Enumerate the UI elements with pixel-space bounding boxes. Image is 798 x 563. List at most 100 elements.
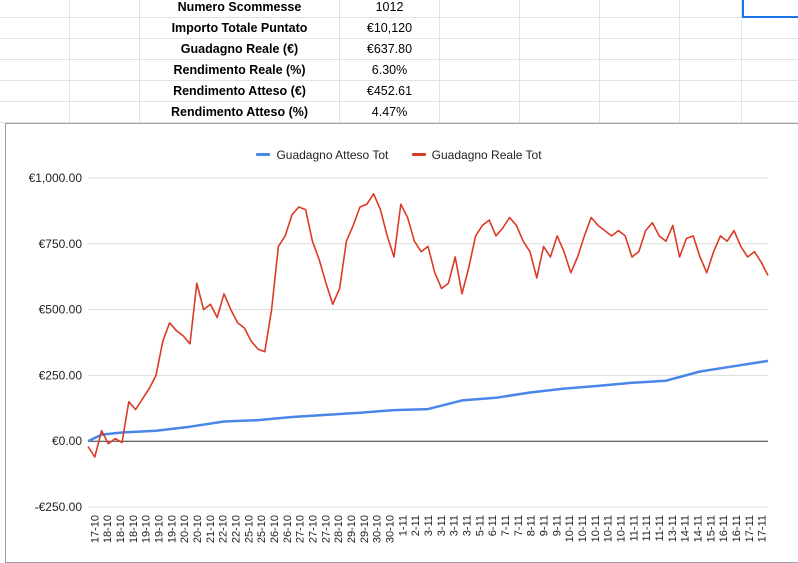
grid-cell[interactable] bbox=[520, 0, 600, 18]
selected-cell-highlight[interactable] bbox=[742, 0, 798, 18]
x-tick-label: 15-11 bbox=[705, 515, 717, 542]
grid-cell[interactable] bbox=[600, 39, 680, 60]
x-tick-label: 8-11 bbox=[526, 515, 538, 536]
x-tick-label: 3-11 bbox=[449, 515, 461, 536]
x-tick-label: 14-11 bbox=[692, 515, 704, 542]
chart-legend: Guadagno Atteso Tot Guadagno Reale Tot bbox=[0, 145, 798, 162]
grid-cell[interactable] bbox=[680, 0, 742, 18]
x-tick-label: 9-11 bbox=[538, 515, 550, 536]
x-tick-label: 19-10 bbox=[154, 515, 166, 543]
x-tick-label: 22-10 bbox=[218, 515, 230, 543]
y-tick-label: €750.00 bbox=[39, 237, 83, 251]
line-chart[interactable] bbox=[5, 123, 798, 563]
x-tick-label: 25-10 bbox=[256, 515, 268, 543]
grid-cell[interactable] bbox=[440, 18, 520, 39]
sheet-row: Rendimento Atteso (%) 4.47% bbox=[0, 102, 798, 123]
grid-cell[interactable] bbox=[520, 39, 600, 60]
legend-swatch-reale bbox=[411, 153, 426, 156]
x-tick-label: 7-11 bbox=[500, 515, 512, 536]
grid-cell[interactable] bbox=[0, 18, 70, 39]
summary-value-cell[interactable]: 4.47% bbox=[340, 102, 440, 123]
grid-cell[interactable] bbox=[520, 81, 600, 102]
grid-cell[interactable] bbox=[680, 81, 742, 102]
grid-cell[interactable] bbox=[70, 60, 140, 81]
x-tick-label: 11-11 bbox=[641, 515, 653, 542]
sheet-row: Guadagno Reale (€) €637.80 bbox=[0, 39, 798, 60]
grid-cell[interactable] bbox=[600, 60, 680, 81]
grid-cell[interactable] bbox=[600, 0, 680, 18]
legend-item-reale[interactable]: Guadagno Reale Tot bbox=[411, 148, 542, 162]
x-tick-label: 27-10 bbox=[320, 515, 332, 543]
grid-cell[interactable] bbox=[680, 60, 742, 81]
grid-cell[interactable] bbox=[440, 60, 520, 81]
x-tick-label: 18-10 bbox=[102, 515, 114, 543]
summary-label-cell[interactable]: Rendimento Reale (%) bbox=[140, 60, 340, 81]
x-tick-label: 5-11 bbox=[474, 515, 486, 536]
grid-cell[interactable] bbox=[0, 0, 70, 18]
grid-cell[interactable] bbox=[70, 0, 140, 18]
summary-value-cell[interactable]: 6.30% bbox=[340, 60, 440, 81]
summary-value-cell[interactable]: €637.80 bbox=[340, 39, 440, 60]
summary-label-cell[interactable]: Importo Totale Puntato bbox=[140, 18, 340, 39]
summary-label-cell[interactable]: Numero Scommesse bbox=[140, 0, 340, 18]
grid-cell[interactable] bbox=[600, 81, 680, 102]
x-tick-label: 17-11 bbox=[744, 515, 756, 542]
x-tick-label: 19-10 bbox=[166, 515, 178, 543]
y-tick-label: €500.00 bbox=[39, 303, 83, 317]
x-tick-label: 18-10 bbox=[128, 515, 140, 543]
summary-label-cell[interactable]: Rendimento Atteso (%) bbox=[140, 102, 340, 123]
summary-value-cell[interactable]: €452.61 bbox=[340, 81, 440, 102]
grid-cell[interactable] bbox=[600, 102, 680, 123]
y-tick-label: €0.00 bbox=[52, 434, 82, 448]
x-tick-label: 6-11 bbox=[487, 515, 499, 536]
grid-cell[interactable] bbox=[680, 18, 742, 39]
grid-cell[interactable] bbox=[70, 18, 140, 39]
grid-cell[interactable] bbox=[0, 102, 70, 123]
grid-cell[interactable] bbox=[70, 81, 140, 102]
x-tick-label: 3-11 bbox=[461, 515, 473, 536]
legend-swatch-atteso bbox=[256, 153, 271, 156]
grid-cell[interactable] bbox=[440, 0, 520, 18]
x-tick-label: 2-11 bbox=[410, 515, 422, 536]
grid-cell[interactable] bbox=[0, 39, 70, 60]
grid-cell[interactable] bbox=[70, 102, 140, 123]
x-tick-label: 3-11 bbox=[436, 515, 448, 536]
x-tick-label: 17-11 bbox=[757, 515, 769, 542]
x-tick-label: 10-11 bbox=[590, 515, 602, 542]
legend-item-atteso[interactable]: Guadagno Atteso Tot bbox=[256, 148, 388, 162]
x-tick-label: 10-11 bbox=[577, 515, 589, 542]
grid-cell[interactable] bbox=[0, 81, 70, 102]
x-tick-label: 26-10 bbox=[282, 515, 294, 543]
x-tick-label: 16-11 bbox=[718, 515, 730, 542]
x-tick-label: 7-11 bbox=[513, 515, 525, 536]
grid-cell[interactable] bbox=[440, 102, 520, 123]
x-tick-label: 11-11 bbox=[654, 515, 666, 542]
grid-cell[interactable] bbox=[0, 60, 70, 81]
x-tick-label: 3-11 bbox=[423, 515, 435, 536]
grid-cell[interactable] bbox=[520, 60, 600, 81]
sheet-row: Numero Scommesse 1012 bbox=[0, 0, 798, 18]
y-tick-label: €1,000.00 bbox=[29, 171, 83, 185]
grid-cell[interactable] bbox=[440, 39, 520, 60]
grid-cell[interactable] bbox=[520, 102, 600, 123]
x-tick-label: 25-10 bbox=[243, 515, 255, 543]
x-tick-label: 21-10 bbox=[205, 515, 217, 543]
grid-cell[interactable] bbox=[680, 102, 742, 123]
x-tick-label: 19-10 bbox=[141, 515, 153, 543]
summary-label-cell[interactable]: Guadagno Reale (€) bbox=[140, 39, 340, 60]
summary-label-cell[interactable]: Rendimento Atteso (€) bbox=[140, 81, 340, 102]
x-tick-label: 27-10 bbox=[308, 515, 320, 543]
grid-cell[interactable] bbox=[680, 39, 742, 60]
summary-value-cell[interactable]: 1012 bbox=[340, 0, 440, 18]
y-tick-label: -€250.00 bbox=[35, 500, 83, 514]
x-tick-label: 27-10 bbox=[295, 515, 307, 543]
summary-value-cell[interactable]: €10,120 bbox=[340, 18, 440, 39]
grid-cell[interactable] bbox=[600, 18, 680, 39]
grid-cell[interactable] bbox=[520, 18, 600, 39]
grid-cell[interactable] bbox=[70, 39, 140, 60]
x-tick-label: 22-10 bbox=[231, 515, 243, 543]
grid-cell[interactable] bbox=[440, 81, 520, 102]
x-tick-label: 11-11 bbox=[628, 515, 640, 542]
